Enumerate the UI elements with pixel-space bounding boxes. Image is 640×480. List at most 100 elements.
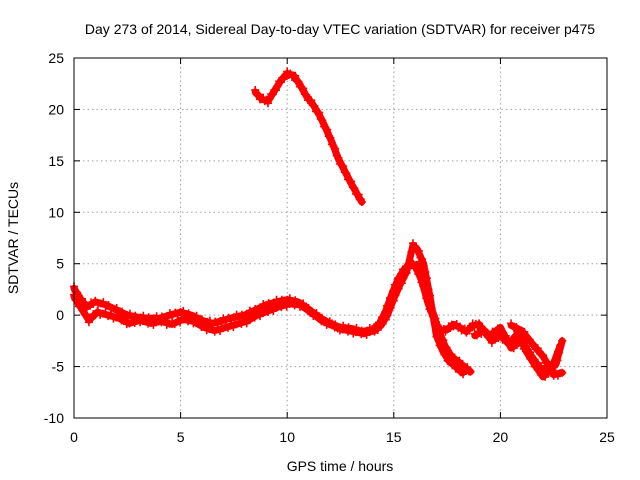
data-point — [511, 332, 520, 341]
series-main-band-b — [70, 239, 471, 379]
data-point — [555, 348, 564, 357]
data-point — [324, 132, 333, 141]
data-point — [423, 284, 432, 293]
data-point — [327, 319, 336, 328]
y-tick-label: 10 — [48, 204, 64, 220]
data-point — [421, 280, 430, 289]
data-point — [530, 355, 539, 364]
data-point — [315, 108, 324, 117]
data-point — [415, 257, 424, 266]
data-point — [536, 361, 545, 370]
data-point — [302, 91, 311, 100]
x-tick-label: 25 — [599, 429, 615, 445]
data-point — [339, 162, 348, 171]
data-point — [307, 96, 316, 105]
plot-frame — [73, 57, 608, 419]
data-point — [424, 294, 433, 303]
y-tick-label: -10 — [44, 410, 64, 426]
data-point — [426, 298, 435, 307]
data-point — [294, 77, 303, 86]
data-point — [265, 94, 274, 103]
data-point — [333, 322, 342, 331]
x-tick-label: 15 — [386, 429, 402, 445]
data-point — [439, 336, 448, 345]
data-point — [354, 190, 363, 199]
data-point — [519, 339, 528, 348]
data-point — [268, 90, 277, 99]
data-point — [78, 304, 87, 313]
chart-title: Day 273 of 2014, Sidereal Day-to-day VTE… — [85, 21, 595, 37]
data-point — [475, 319, 484, 328]
data-point — [437, 334, 446, 343]
data-point — [402, 268, 411, 277]
data-point — [391, 291, 400, 300]
data-point — [388, 297, 397, 306]
y-tick-label: 20 — [48, 101, 64, 117]
data-point — [300, 90, 309, 99]
data-point — [120, 315, 129, 324]
grid — [74, 58, 607, 418]
data-point — [345, 176, 354, 185]
data-point — [348, 183, 357, 192]
data-point — [558, 336, 567, 345]
data-point — [558, 368, 567, 377]
data-point — [520, 327, 529, 336]
axis-ticks: 0 5 10 15 20 25 -10 -5 0 5 10 15 20 25 — [44, 50, 615, 445]
plot-area — [70, 67, 567, 381]
data-point — [310, 101, 319, 110]
data-point — [533, 344, 542, 353]
data-point — [512, 323, 521, 331]
data-point — [291, 71, 300, 80]
data-point — [251, 85, 260, 94]
x-tick-label: 5 — [177, 429, 185, 445]
data-point — [507, 319, 516, 328]
data-point — [192, 311, 201, 320]
data-point — [431, 314, 440, 323]
data-point — [254, 90, 263, 99]
data-point — [381, 315, 390, 324]
data-point — [347, 177, 356, 186]
data-point — [526, 348, 535, 357]
data-point — [340, 168, 349, 177]
data-point — [383, 311, 392, 320]
data-point — [553, 356, 562, 365]
data-point — [272, 86, 281, 95]
data-point — [416, 253, 425, 262]
data-point — [399, 274, 408, 283]
data-point — [87, 314, 96, 323]
y-tick-label: 0 — [56, 307, 64, 323]
data-point — [413, 245, 422, 254]
data-point — [331, 144, 340, 153]
series-main-band-c — [415, 257, 475, 376]
data-point — [342, 169, 351, 178]
data-point — [316, 114, 325, 123]
x-tick-label: 20 — [493, 429, 509, 445]
data-point — [434, 325, 443, 334]
y-tick-label: 5 — [56, 256, 64, 272]
data-point — [334, 153, 343, 162]
data-point — [297, 83, 306, 92]
data-point — [386, 303, 395, 312]
y-tick-label: 25 — [48, 50, 64, 66]
y-tick-label: 15 — [48, 153, 64, 169]
data-point — [397, 279, 406, 288]
series-arc-high — [251, 67, 366, 206]
data-point — [357, 198, 366, 206]
data-point — [525, 335, 534, 344]
data-point — [539, 351, 548, 360]
data-point — [306, 307, 315, 316]
data-point — [318, 116, 327, 125]
y-tick-label: -5 — [52, 359, 65, 375]
data-point — [404, 260, 413, 269]
data-point — [337, 160, 346, 169]
data-point — [319, 316, 328, 325]
data-point — [547, 364, 556, 373]
data-point — [273, 81, 282, 90]
x-tick-label: 0 — [70, 429, 78, 445]
data-point — [389, 296, 398, 305]
data-point — [104, 301, 113, 310]
data-point — [465, 326, 474, 335]
data-point — [194, 318, 203, 327]
data-point — [321, 123, 330, 132]
